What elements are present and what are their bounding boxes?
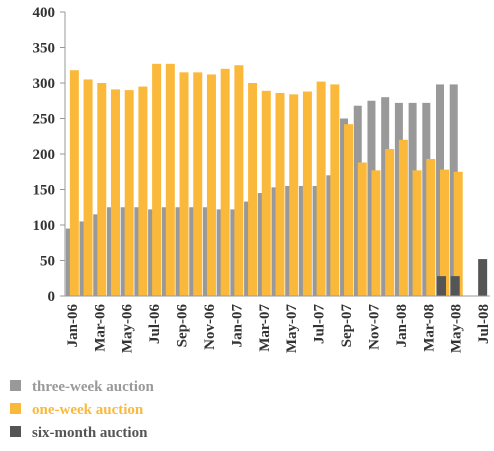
legend-swatch — [10, 426, 21, 437]
x-tick-label: May-06 — [120, 304, 136, 354]
x-tick-label: Mar-06 — [92, 304, 108, 352]
bar — [83, 79, 93, 296]
legend-label: six-month auction — [32, 425, 148, 441]
x-tick-label: Jul-08 — [476, 304, 492, 344]
bar — [437, 276, 447, 296]
bar — [138, 86, 148, 296]
y-tick-label: 200 — [33, 147, 56, 163]
bar — [193, 72, 203, 296]
bar — [97, 83, 107, 296]
bar — [412, 170, 422, 296]
bar — [110, 89, 120, 296]
bar — [165, 63, 175, 296]
bar — [371, 170, 381, 296]
x-tick-label: May-07 — [284, 304, 300, 354]
legend-label: three-week auction — [32, 379, 154, 395]
x-tick-label: Nov-06 — [202, 304, 218, 350]
bar — [248, 83, 258, 296]
bar — [453, 171, 463, 296]
y-tick-label: 150 — [33, 183, 56, 199]
x-tick-label: Sep-06 — [175, 304, 191, 348]
bar — [478, 259, 488, 296]
bar — [234, 65, 244, 296]
x-tick-label: May-08 — [449, 304, 465, 353]
x-tick-label: Jul-07 — [312, 304, 328, 345]
bar — [206, 74, 216, 296]
x-tick-label: Nov-07 — [366, 304, 382, 350]
bar — [220, 68, 230, 296]
bar — [289, 94, 299, 296]
bar — [275, 92, 285, 296]
x-tick-label: Jul-06 — [147, 304, 163, 345]
y-tick-label: 100 — [33, 218, 56, 234]
x-tick-label: Jan-08 — [394, 304, 410, 347]
y-tick-label: 400 — [33, 5, 56, 21]
bar — [357, 162, 367, 296]
bar — [261, 90, 271, 296]
x-tick-label: Sep-07 — [339, 304, 355, 348]
y-tick-label: 250 — [33, 112, 56, 128]
x-tick-label: Jan-07 — [229, 304, 245, 348]
legend-swatch — [10, 403, 21, 414]
bar — [316, 81, 326, 296]
x-tick-label: Mar-07 — [257, 304, 273, 352]
x-tick-label: Mar-08 — [421, 304, 437, 352]
bar — [344, 124, 354, 297]
legend-label: one-week auction — [32, 402, 144, 418]
bar — [440, 169, 450, 296]
bar — [398, 139, 408, 296]
bar — [179, 72, 189, 296]
bar — [120, 207, 129, 296]
bar — [152, 63, 162, 296]
bar — [302, 91, 312, 297]
bar — [385, 149, 395, 296]
y-tick-label: 350 — [33, 41, 56, 57]
bar — [426, 158, 436, 296]
y-tick-label: 0 — [48, 289, 56, 305]
bar — [124, 90, 134, 296]
bar — [69, 70, 79, 296]
y-tick-label: 50 — [40, 254, 55, 270]
bar — [330, 84, 340, 296]
y-tick-label: 300 — [33, 76, 56, 92]
bar — [450, 276, 460, 296]
legend-swatch — [10, 380, 21, 391]
x-tick-label: Jan-06 — [65, 304, 81, 348]
